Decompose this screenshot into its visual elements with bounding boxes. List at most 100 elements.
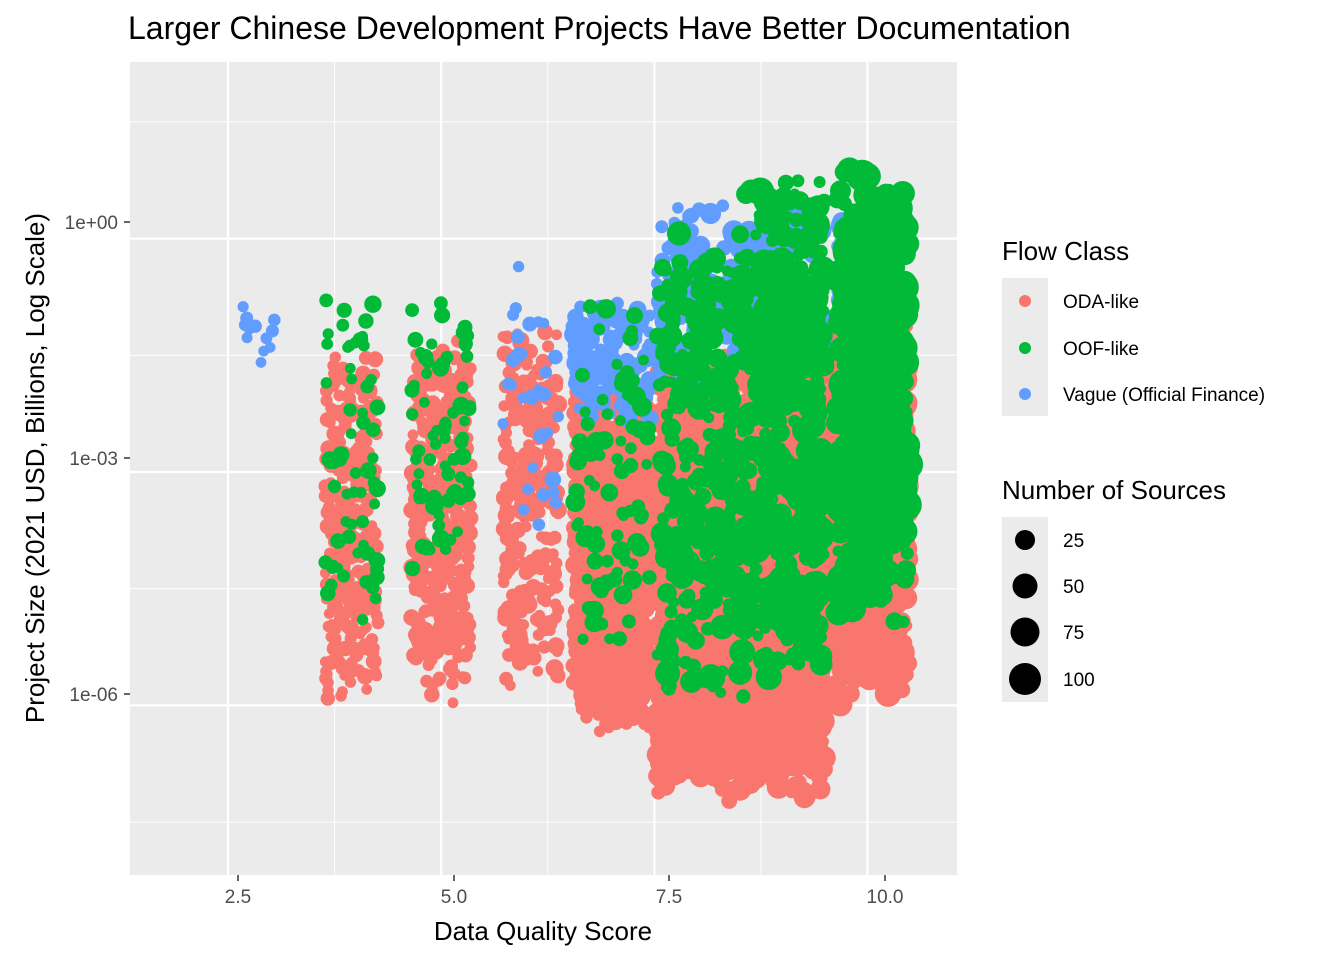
data-point <box>838 638 850 651</box>
data-point <box>429 400 441 412</box>
data-point <box>461 551 475 565</box>
data-point <box>370 609 383 622</box>
data-point <box>418 558 431 571</box>
data-point <box>322 684 334 697</box>
data-point <box>569 667 582 679</box>
data-point <box>456 671 469 683</box>
data-point <box>531 505 543 518</box>
data-point <box>591 647 603 659</box>
data-point <box>893 681 911 699</box>
data-point <box>544 532 558 546</box>
data-point <box>638 718 651 731</box>
data-point <box>365 653 382 670</box>
data-point <box>508 525 521 537</box>
data-point <box>549 598 562 610</box>
data-point <box>528 413 540 425</box>
data-point <box>452 652 464 664</box>
data-point <box>796 786 816 807</box>
data-point <box>620 717 633 730</box>
data-point <box>514 584 527 598</box>
data-point <box>721 793 738 809</box>
data-point <box>672 765 684 777</box>
data-point <box>537 640 551 654</box>
data-point <box>550 668 566 684</box>
data-point <box>435 577 447 589</box>
data-point <box>358 350 373 365</box>
data-point <box>531 402 544 414</box>
data-point <box>894 601 906 613</box>
data-point <box>639 625 651 637</box>
data-point <box>695 761 708 775</box>
data-point <box>432 620 445 632</box>
data-point <box>686 420 699 433</box>
data-points <box>237 157 924 809</box>
data-point <box>692 773 705 787</box>
data-point <box>498 522 511 536</box>
data-point <box>670 748 682 760</box>
data-point <box>505 557 521 573</box>
data-point <box>329 351 342 364</box>
data-point <box>411 637 423 649</box>
data-point <box>524 594 536 606</box>
data-point <box>785 786 797 799</box>
data-point <box>579 581 592 594</box>
data-point <box>502 487 515 499</box>
data-point <box>356 431 369 443</box>
data-point <box>547 548 559 560</box>
data-point <box>417 421 429 433</box>
data-point <box>779 706 792 719</box>
data-point <box>335 657 347 669</box>
data-point <box>593 725 606 738</box>
data-point <box>420 377 435 392</box>
data-point <box>833 692 846 705</box>
data-point <box>615 476 627 488</box>
data-point <box>722 781 736 795</box>
data-point <box>345 656 358 669</box>
data-point <box>463 517 476 529</box>
data-point <box>352 664 366 678</box>
data-point <box>532 629 545 641</box>
data-point <box>812 732 824 744</box>
data-point <box>353 604 367 617</box>
data-point <box>517 459 529 471</box>
data-point <box>755 755 769 768</box>
data-point <box>542 340 555 353</box>
data-point <box>736 772 750 785</box>
data-point <box>539 409 552 421</box>
data-point <box>463 499 477 513</box>
data-point <box>538 328 550 340</box>
data-point <box>543 585 556 597</box>
data-point <box>656 746 669 759</box>
data-point <box>600 659 612 671</box>
data-point <box>431 674 445 687</box>
data-point <box>848 659 860 671</box>
data-point <box>900 668 914 682</box>
data-point <box>464 641 477 654</box>
data-point <box>809 684 822 696</box>
data-point <box>460 581 473 594</box>
data-point <box>358 502 371 514</box>
data-point <box>681 765 693 777</box>
data-point <box>344 632 357 645</box>
chart-title: Larger Chinese Development Projects Have… <box>128 10 1071 46</box>
data-point <box>651 785 666 800</box>
data-point <box>446 677 459 691</box>
data-point <box>602 721 615 734</box>
data-point <box>526 494 539 506</box>
data-point <box>464 362 477 375</box>
data-point <box>693 703 706 716</box>
data-point <box>784 761 799 777</box>
data-point <box>499 502 513 516</box>
data-point <box>448 611 460 623</box>
data-point <box>332 592 345 604</box>
data-point <box>794 775 807 787</box>
data-point <box>657 736 669 749</box>
data-point <box>661 760 673 773</box>
data-point <box>588 696 600 708</box>
data-point <box>508 544 521 556</box>
data-point <box>575 703 588 716</box>
data-point <box>502 648 516 662</box>
data-point <box>573 684 585 697</box>
data-point <box>652 765 664 778</box>
